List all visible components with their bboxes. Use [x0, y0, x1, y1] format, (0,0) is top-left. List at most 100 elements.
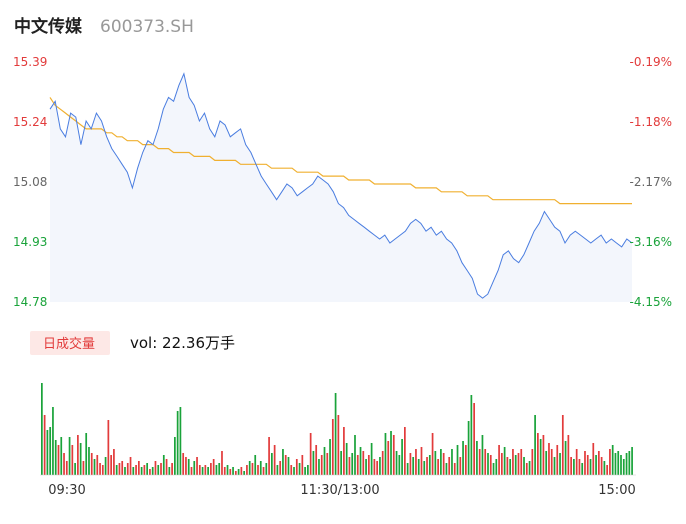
volume-bar [154, 461, 157, 475]
volume-bar [315, 445, 318, 475]
volume-bar [481, 435, 484, 475]
volume-bar [101, 465, 104, 475]
volume-bar [476, 441, 478, 475]
volume-bar [185, 457, 187, 475]
volume-bar [290, 465, 293, 475]
volume-bar [212, 459, 215, 475]
volume-bar [146, 463, 149, 475]
volume-bar [121, 461, 124, 475]
volume-bar [104, 457, 107, 475]
volume-bar [390, 431, 392, 475]
y-tick-left: 15.24 [13, 115, 47, 129]
volume-bar [376, 461, 379, 475]
volume-bar [459, 457, 462, 475]
volume-bar [174, 437, 176, 475]
volume-bar [151, 467, 154, 475]
volume-bar [406, 463, 409, 475]
volume-bar [570, 457, 572, 475]
volume-bar [456, 445, 459, 475]
volume-bar [586, 455, 589, 475]
volume-bar [600, 457, 603, 475]
volume-bar [132, 467, 135, 475]
volume-bar [556, 445, 559, 475]
volume-bar [229, 469, 232, 475]
volume-bar [232, 467, 234, 475]
volume-bar [196, 457, 198, 475]
volume-bar [478, 449, 481, 475]
volume-bar [631, 447, 633, 475]
y-tick-right: -3.16% [630, 235, 672, 249]
y-axis-right: -0.19% -1.18% -2.17% -3.16% -4.15% [630, 55, 672, 309]
volume-bar [448, 457, 451, 475]
volume-bar [467, 421, 470, 475]
y-tick-left: 14.78 [13, 295, 47, 309]
volume-bar [356, 455, 359, 475]
volume-bar [46, 430, 49, 475]
volume-bar [107, 420, 110, 475]
average-price-line [49, 97, 632, 205]
volume-bar [609, 449, 611, 475]
volume-bar [589, 459, 592, 475]
volume-bar [420, 447, 423, 475]
volume-bar [495, 459, 498, 475]
volume-bar [528, 461, 531, 475]
volume-bar [595, 455, 597, 475]
header: 中文传媒 600373.SH [14, 16, 194, 37]
volume-bar [539, 439, 542, 475]
volume-bar [85, 433, 88, 475]
volume-bar [207, 467, 209, 475]
volume-bar [584, 451, 586, 475]
y-tick-right: -2.17% [630, 175, 672, 189]
volume-bar [90, 453, 93, 475]
volume-bar [331, 419, 334, 475]
volume-bar [603, 461, 606, 475]
volume-bar [221, 451, 223, 475]
volume-bar [622, 459, 625, 475]
volume-bar [248, 461, 251, 475]
volume-bar [514, 455, 517, 475]
volume-bar [198, 465, 201, 475]
volume-bar [201, 467, 204, 475]
volume-bar [157, 465, 160, 475]
volume-bar [343, 427, 345, 475]
volume-bar [287, 457, 290, 475]
volume-bar [88, 447, 90, 475]
volume-bar [126, 463, 129, 475]
volume-bar [340, 451, 342, 475]
volume-bar [440, 449, 442, 475]
volume-bar [65, 461, 68, 475]
volume-bar [484, 449, 487, 475]
volume-bar [487, 453, 489, 475]
volume-bar [129, 457, 132, 475]
volume-bar [187, 459, 190, 475]
volume-bar [434, 451, 437, 475]
volume-bar [279, 461, 282, 475]
volume-bar [578, 459, 581, 475]
volume-bar [218, 463, 221, 475]
volume-bar [149, 469, 151, 475]
y-tick-right: -0.19% [630, 55, 672, 69]
volume-bar [304, 467, 306, 475]
volume-bar [453, 463, 456, 475]
volume-bar [334, 393, 337, 475]
volume-bar [124, 467, 126, 475]
volume-bar [137, 461, 140, 475]
volume-bar [348, 457, 351, 475]
volume-bar [79, 443, 82, 475]
volume-bar [276, 465, 279, 475]
volume-bar [237, 469, 240, 475]
y-tick-right: -1.18% [630, 115, 672, 129]
volume-bar [271, 453, 273, 475]
volume-bar [367, 455, 370, 475]
y-tick-left: 15.08 [13, 175, 47, 189]
volume-bar [370, 443, 373, 475]
volume-bar [273, 445, 276, 475]
volume-bar [573, 459, 575, 475]
volume-bar [445, 463, 448, 475]
volume-bar [462, 441, 464, 475]
volume-bar [564, 441, 567, 475]
volume-bar [412, 457, 415, 475]
volume-bar [318, 459, 320, 475]
volume-bar [268, 437, 270, 475]
volume-bar [57, 445, 60, 475]
